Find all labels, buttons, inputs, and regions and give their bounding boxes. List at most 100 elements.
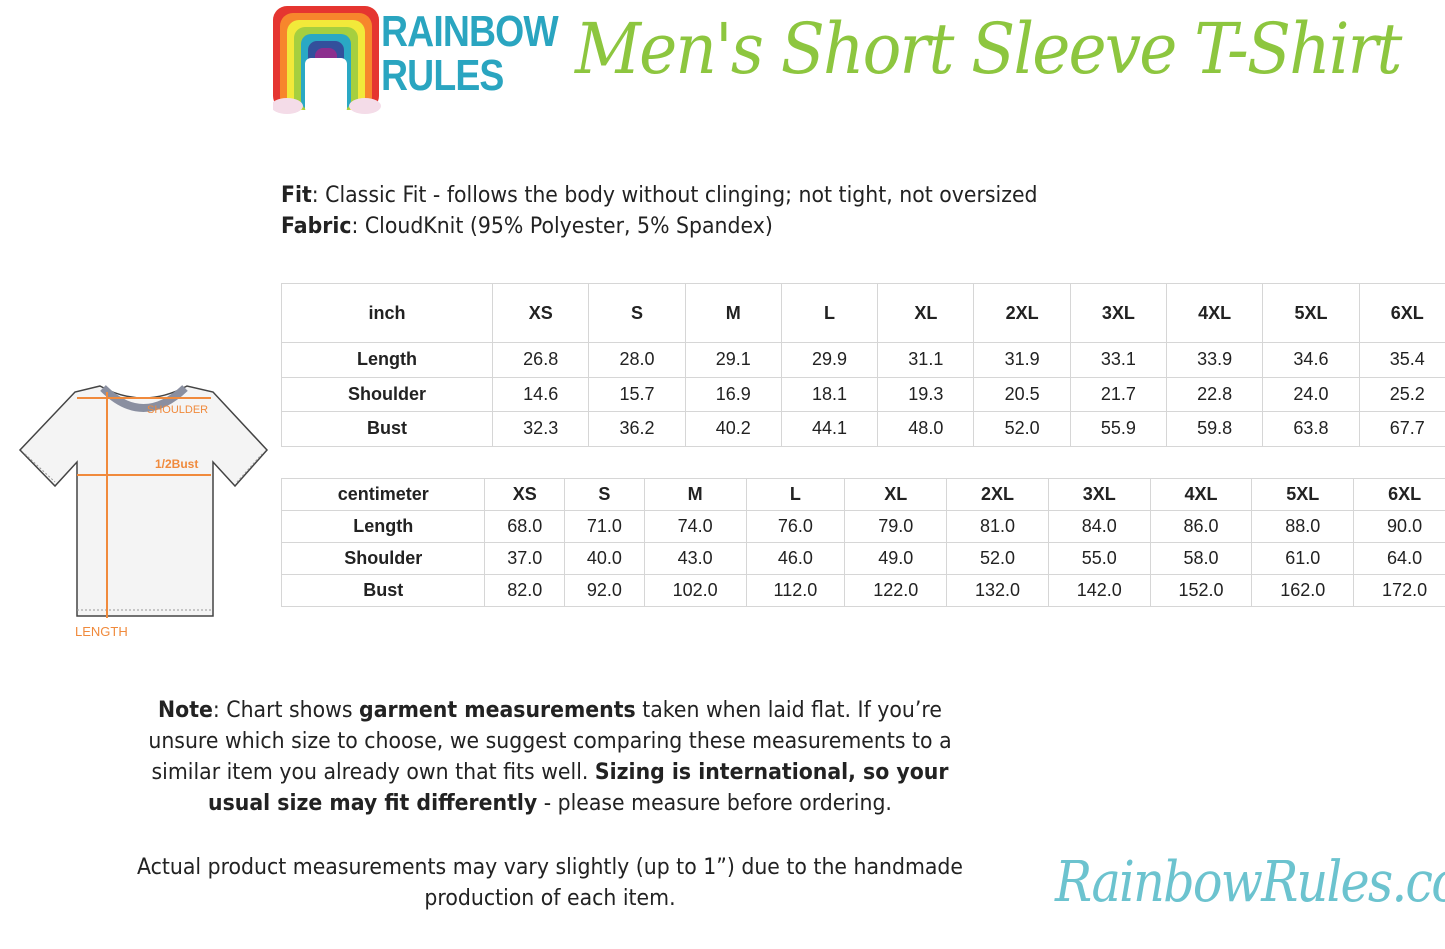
table-cell: 92.0 xyxy=(564,574,645,607)
table-cell: 40.0 xyxy=(564,542,645,575)
table-cell: 68.0 xyxy=(484,510,566,543)
row-label: Bust xyxy=(280,411,494,447)
table-cell: 26.8 xyxy=(492,342,590,378)
table-cell: 152.0 xyxy=(1149,574,1253,607)
table-cell: 82.0 xyxy=(484,574,566,607)
table-cell: 19.3 xyxy=(877,376,975,412)
table-cell: 28.0 xyxy=(588,342,686,378)
table-cell: 52.0 xyxy=(973,411,1071,447)
table-row: Shoulder 14.6 15.7 16.9 18.1 19.3 20.5 21.7 22.8… xyxy=(280,376,1445,412)
table-cell: 24.0 xyxy=(1262,376,1360,412)
table-cell: 172.0 xyxy=(1353,574,1445,607)
table-cell: 74.0 xyxy=(643,510,747,543)
specs: Fit: Classic Fit - follows the body with… xyxy=(281,180,1038,242)
table-cell: 32.3 xyxy=(492,411,590,447)
table-cell: 40.2 xyxy=(684,411,782,447)
table-cell: 142.0 xyxy=(1047,574,1151,607)
table-row: Bust 82.0 92.0 102.0 112.0 122.0 132.0 142.0 152… xyxy=(280,574,1445,607)
size-header: M xyxy=(643,478,747,511)
table-cell: 29.9 xyxy=(780,342,879,378)
inch-size-table: inch XS S M L XL 2XL 3XL 4XL 5XL 6XL Length 26.8 28.0… xyxy=(280,283,1445,447)
svg-text:1/2Bust: 1/2Bust xyxy=(155,457,198,471)
table-cell: 35.4 xyxy=(1358,342,1445,378)
table-cell: 29.1 xyxy=(684,342,782,378)
table-cell: 34.6 xyxy=(1262,342,1360,378)
table-cell: 49.0 xyxy=(844,542,948,575)
table-cell: 44.1 xyxy=(780,411,879,447)
fabric-spec: Fabric: CloudKnit (95% Polyester, 5% Spa… xyxy=(281,214,773,239)
row-label: Shoulder xyxy=(280,376,494,412)
rainbow-logo-icon xyxy=(273,6,381,114)
table-cell: 20.5 xyxy=(973,376,1071,412)
size-header: 4XL xyxy=(1166,283,1264,343)
table-cell: 46.0 xyxy=(745,542,846,575)
table-cell: 132.0 xyxy=(946,574,1049,607)
table-row: Length 26.8 28.0 29.1 29.9 31.1 31.9 33.1 33.9 34… xyxy=(280,342,1445,378)
cm-size-table: centimeter XS S M L XL 2XL 3XL 4XL 5XL 6XL Length 68… xyxy=(280,478,1445,607)
table-cell: 71.0 xyxy=(564,510,645,543)
table-cell: 52.0 xyxy=(946,542,1049,575)
table-cell: 79.0 xyxy=(844,510,948,543)
table-cell: 33.9 xyxy=(1166,342,1264,378)
table-cell: 64.0 xyxy=(1353,542,1445,575)
table-cell: 90.0 xyxy=(1353,510,1445,543)
row-label: Bust xyxy=(280,574,486,607)
table-cell: 14.6 xyxy=(492,376,590,412)
size-header: 6XL xyxy=(1353,478,1445,511)
table-cell: 63.8 xyxy=(1262,411,1360,447)
size-header: 3XL xyxy=(1047,478,1151,511)
table-cell: 36.2 xyxy=(588,411,686,447)
table-cell: 31.9 xyxy=(973,342,1071,378)
tshirt-diagram-icon: SHOULDER 1/2Bust LENGTH xyxy=(18,385,269,639)
size-header: XL xyxy=(844,478,948,511)
table-cell: 76.0 xyxy=(745,510,846,543)
size-header: L xyxy=(780,283,879,343)
table-header-row: inch XS S M L XL 2XL 3XL 4XL 5XL 6XL xyxy=(280,283,1445,343)
table-cell: 122.0 xyxy=(844,574,948,607)
size-header: 2XL xyxy=(973,283,1071,343)
table-cell: 21.7 xyxy=(1069,376,1168,412)
size-header: M xyxy=(684,283,782,343)
table-row: Shoulder 37.0 40.0 43.0 46.0 49.0 52.0 55.0 58.0… xyxy=(280,542,1445,575)
table-cell: 162.0 xyxy=(1251,574,1355,607)
table-header-row: centimeter XS S M L XL 2XL 3XL 4XL 5XL 6XL xyxy=(280,478,1445,511)
svg-text:LENGTH: LENGTH xyxy=(75,624,128,639)
table-cell: 25.2 xyxy=(1358,376,1445,412)
size-header: XS xyxy=(492,283,590,343)
table-cell: 61.0 xyxy=(1251,542,1355,575)
size-header: 4XL xyxy=(1149,478,1253,511)
page-title: Men's Short Sleeve T-Shirt xyxy=(575,8,1402,90)
table-cell: 31.1 xyxy=(877,342,975,378)
size-header: 3XL xyxy=(1069,283,1168,343)
row-label: Shoulder xyxy=(280,542,486,575)
table-cell: 48.0 xyxy=(877,411,975,447)
table-cell: 15.7 xyxy=(588,376,686,412)
size-header: 5XL xyxy=(1262,283,1360,343)
size-header: S xyxy=(588,283,686,343)
table-cell: 86.0 xyxy=(1149,510,1253,543)
table-cell: 112.0 xyxy=(745,574,846,607)
table-cell: 55.0 xyxy=(1047,542,1151,575)
table-cell: 102.0 xyxy=(643,574,747,607)
table-cell: 33.1 xyxy=(1069,342,1168,378)
row-label: Length xyxy=(280,342,494,378)
size-header: XL xyxy=(877,283,975,343)
table-cell: 84.0 xyxy=(1047,510,1151,543)
website-link[interactable]: RainbowRules.com xyxy=(1055,850,1445,915)
unit-header: centimeter xyxy=(280,478,486,511)
handmade-note: Actual product measurements may vary sli… xyxy=(136,855,964,911)
size-header: 6XL xyxy=(1358,283,1445,343)
measurement-note: Note: Chart shows garment measurements t… xyxy=(148,698,952,816)
table-cell: 43.0 xyxy=(643,542,747,575)
fit-spec: Fit: Classic Fit - follows the body with… xyxy=(281,183,1038,208)
table-row: Bust 32.3 36.2 40.2 44.1 48.0 52.0 55.9 59.8 63.8… xyxy=(280,411,1445,447)
table-cell: 18.1 xyxy=(780,376,879,412)
size-header: 5XL xyxy=(1251,478,1355,511)
row-label: Length xyxy=(280,510,486,543)
table-row: Length 68.0 71.0 74.0 76.0 79.0 81.0 84.0 86.0 88… xyxy=(280,510,1445,543)
table-cell: 59.8 xyxy=(1166,411,1264,447)
table-cell: 88.0 xyxy=(1251,510,1355,543)
unit-header: inch xyxy=(280,283,494,343)
table-cell: 22.8 xyxy=(1166,376,1264,412)
svg-text:SHOULDER: SHOULDER xyxy=(147,404,208,416)
